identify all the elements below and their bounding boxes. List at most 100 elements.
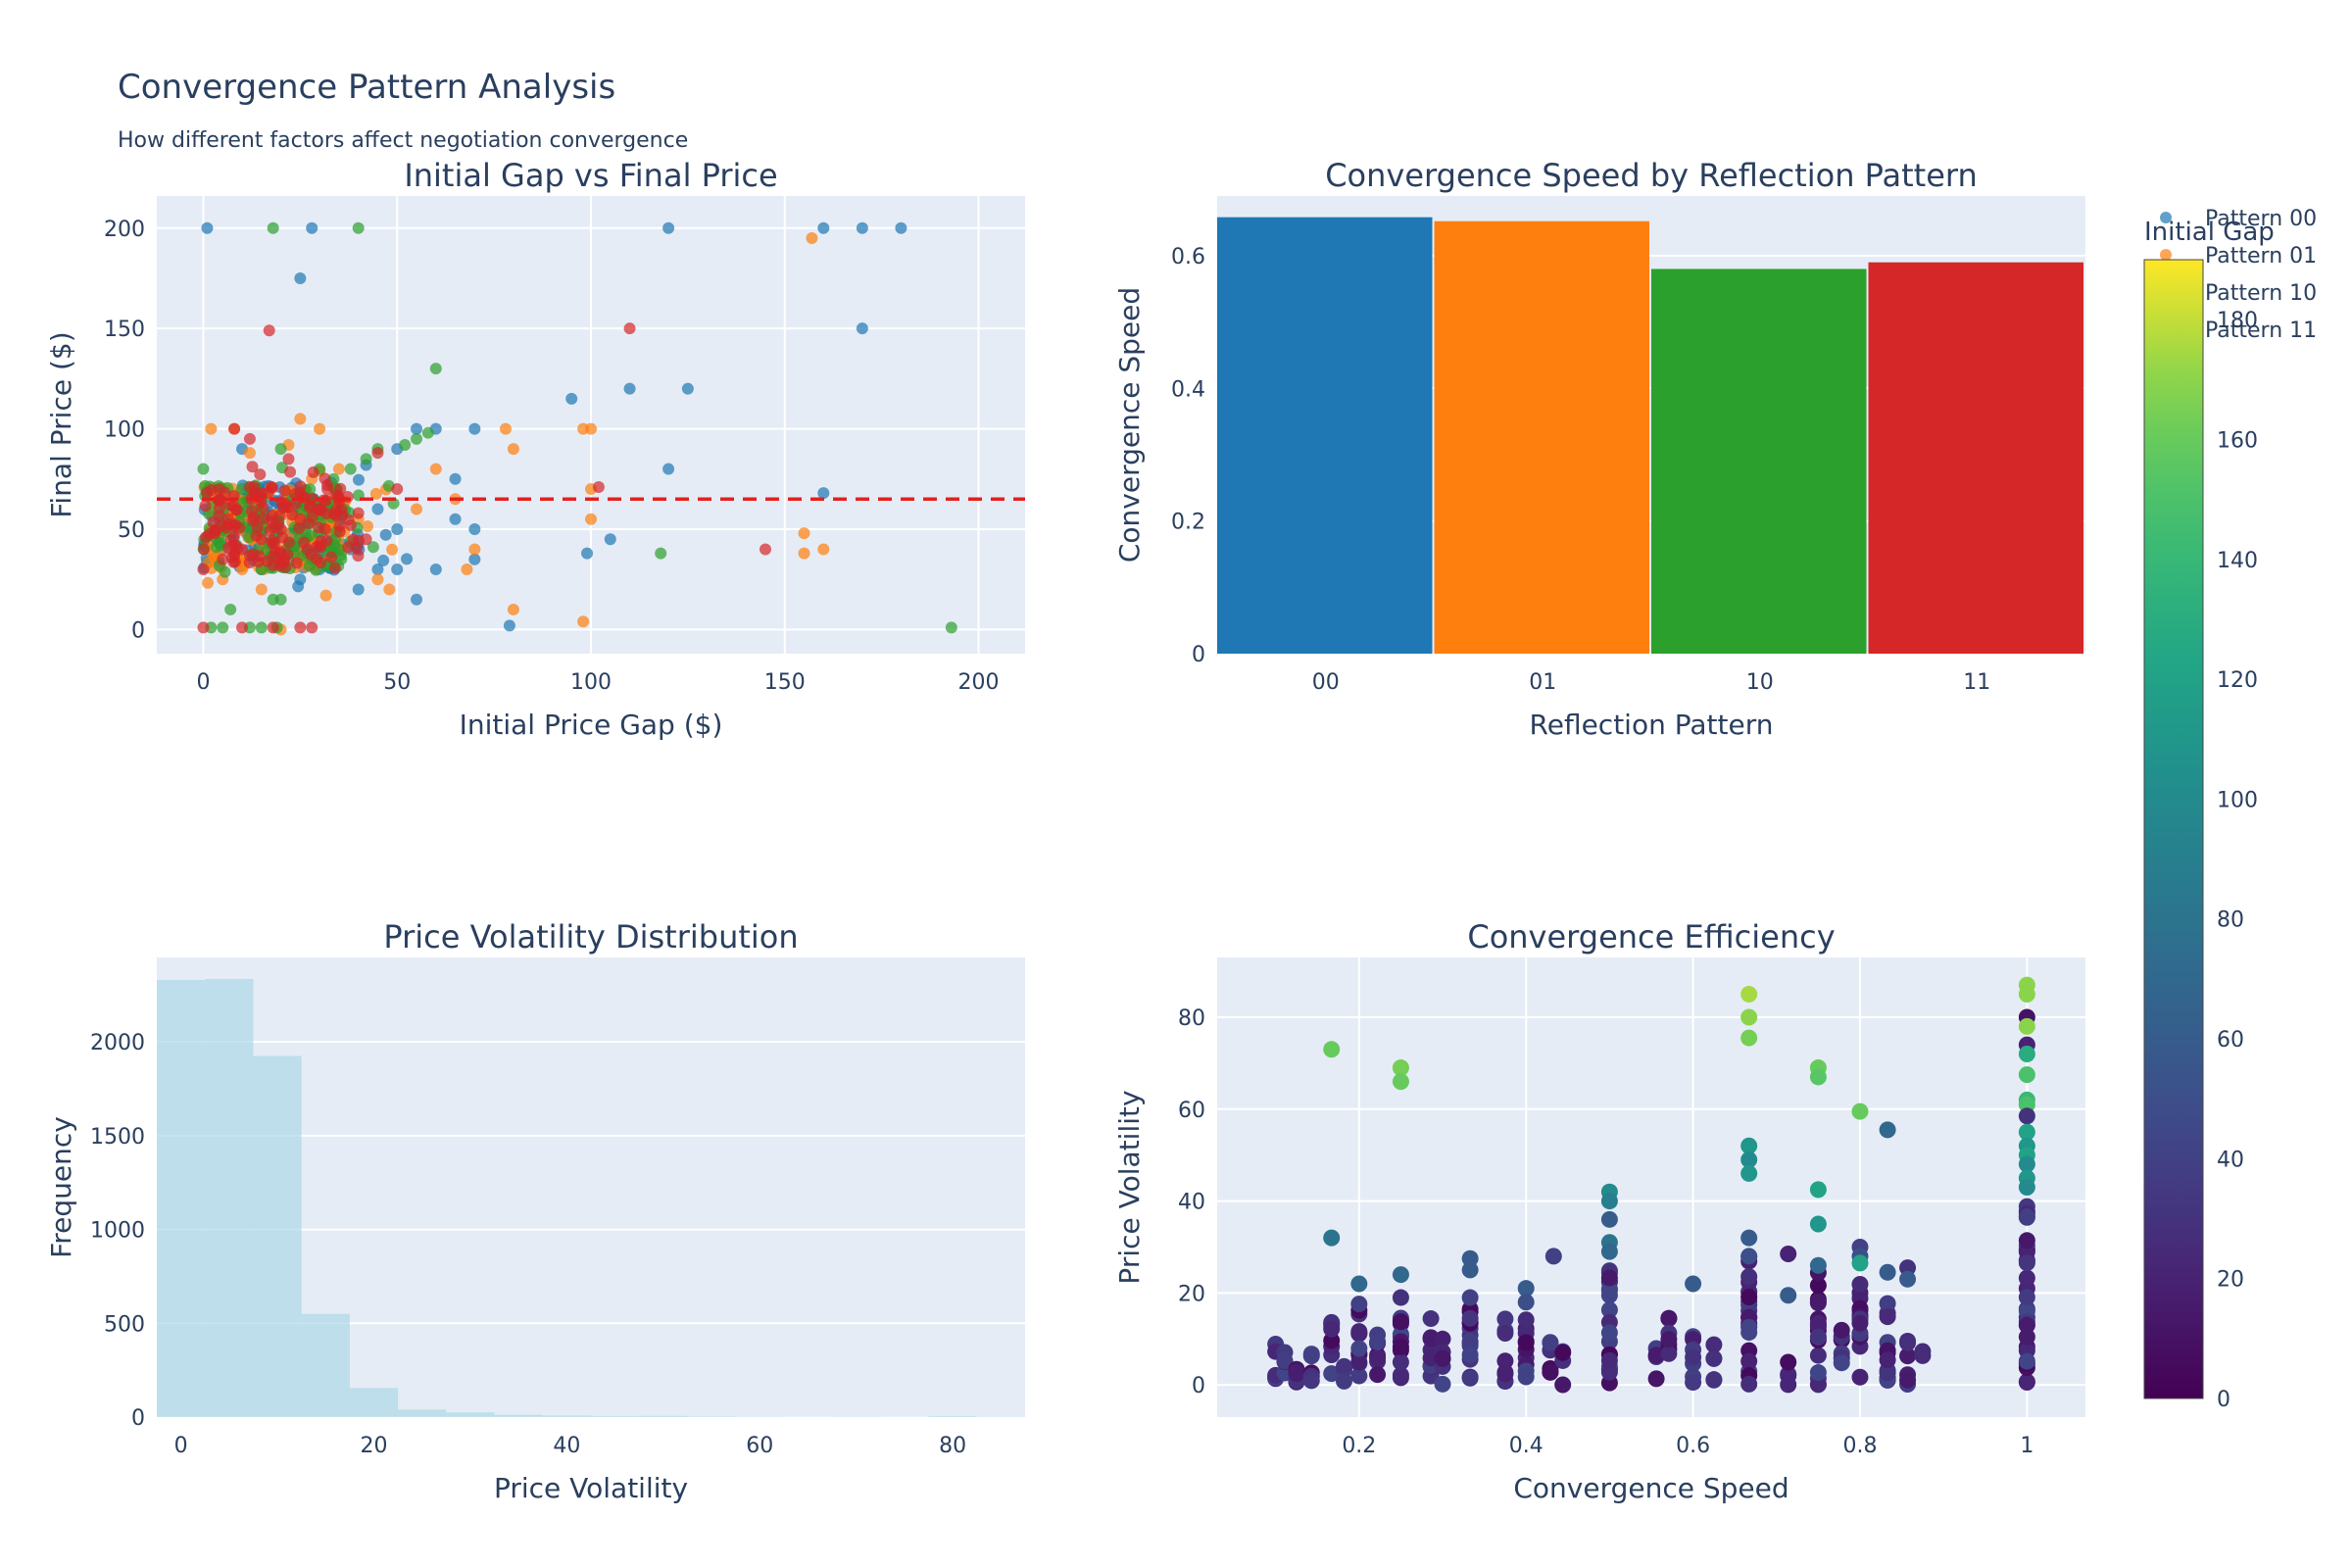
data-point xyxy=(254,468,267,481)
data-point xyxy=(1780,1367,1797,1385)
legend[interactable]: Pattern 00 Pattern 01 Pattern 10 Pattern 11 xyxy=(2160,207,2317,343)
data-point xyxy=(1323,1041,1341,1058)
data-point xyxy=(1392,1266,1409,1284)
data-point xyxy=(945,621,957,634)
data-point xyxy=(243,432,256,445)
x-tick-label: 200 xyxy=(958,670,1000,695)
data-point xyxy=(1899,1371,1917,1389)
data-point xyxy=(386,543,399,556)
data-point xyxy=(371,573,384,586)
data-point xyxy=(1554,1344,1572,1361)
data-point xyxy=(623,382,636,395)
data-point xyxy=(856,221,868,234)
data-point xyxy=(306,621,318,634)
data-point xyxy=(1369,1366,1387,1384)
data-point xyxy=(1705,1349,1723,1367)
data-point xyxy=(1422,1330,1440,1348)
data-point xyxy=(468,523,481,536)
data-point xyxy=(1851,1368,1869,1386)
data-point xyxy=(1809,1181,1827,1199)
data-point xyxy=(1335,1357,1352,1375)
bar-00 xyxy=(1217,217,1433,655)
data-point xyxy=(217,621,229,634)
data-point xyxy=(1833,1321,1850,1339)
y-tick-label: 20 xyxy=(1178,1282,1205,1306)
y-tick-label: 0.4 xyxy=(1171,377,1205,402)
panel-title: Convergence Speed by Reflection Pattern xyxy=(1325,157,1978,194)
data-point xyxy=(307,466,319,478)
data-point xyxy=(468,553,481,565)
data-point xyxy=(371,503,384,515)
x-tick-label: 11 xyxy=(1963,670,1990,695)
data-point xyxy=(1879,1364,1896,1382)
data-point xyxy=(1660,1309,1678,1327)
data-point xyxy=(1434,1375,1451,1393)
x-tick-label: 01 xyxy=(1529,670,1556,695)
y-tick-label: 0 xyxy=(131,618,145,643)
data-point xyxy=(1780,1353,1797,1371)
data-point xyxy=(399,438,412,451)
data-point xyxy=(207,516,220,529)
histogram-bar xyxy=(205,979,254,1417)
data-point xyxy=(2018,986,2035,1004)
data-point xyxy=(1879,1121,1896,1139)
data-point xyxy=(314,503,326,515)
data-point xyxy=(1851,1254,1869,1272)
data-point xyxy=(314,422,326,435)
data-point xyxy=(310,553,322,565)
data-point xyxy=(1600,1363,1618,1381)
y-tick-label: 0 xyxy=(1192,1374,1205,1398)
data-point xyxy=(1809,1277,1827,1295)
data-point xyxy=(236,543,249,556)
legend-marker xyxy=(2160,212,2172,223)
data-point xyxy=(328,562,341,574)
histogram-bar xyxy=(591,1416,640,1417)
data-point xyxy=(421,426,434,439)
data-point xyxy=(314,539,326,552)
data-point xyxy=(2018,1155,2035,1173)
x-tick-label: 0 xyxy=(196,670,210,695)
data-point xyxy=(1705,1336,1723,1353)
data-point xyxy=(449,472,462,485)
legend-item[interactable]: Pattern 10 xyxy=(2160,281,2317,306)
legend-label: Pattern 11 xyxy=(2205,318,2317,343)
data-point xyxy=(2018,1179,2035,1196)
data-point xyxy=(379,528,392,541)
data-point xyxy=(1809,1215,1827,1233)
data-point xyxy=(1434,1330,1451,1348)
data-point xyxy=(255,621,268,634)
data-point xyxy=(274,593,287,606)
data-point xyxy=(1740,1029,1758,1047)
data-point xyxy=(257,502,270,514)
data-point xyxy=(306,221,318,234)
data-point xyxy=(411,432,423,445)
bars xyxy=(1217,217,2083,655)
x-tick-label: 40 xyxy=(553,1434,580,1458)
data-point xyxy=(294,271,307,284)
data-point xyxy=(1461,1250,1479,1267)
data-point xyxy=(1554,1376,1572,1394)
histogram-bar xyxy=(928,1416,977,1417)
y-tick-label: 0 xyxy=(131,1406,145,1431)
data-point xyxy=(1600,1210,1618,1228)
data-point xyxy=(1899,1334,1917,1351)
histogram-bar xyxy=(687,1416,736,1417)
data-point xyxy=(449,513,462,525)
data-point xyxy=(1809,1256,1827,1274)
legend-item[interactable]: Pattern 00 xyxy=(2160,207,2317,231)
data-point xyxy=(1833,1354,1850,1372)
colorbar-tick-label: 40 xyxy=(2217,1148,2244,1172)
data-point xyxy=(213,483,225,496)
data-point xyxy=(1685,1348,1702,1366)
legend-item[interactable]: Pattern 01 xyxy=(2160,244,2317,269)
data-point xyxy=(1392,1369,1409,1387)
data-point xyxy=(282,453,295,466)
data-point xyxy=(507,603,519,615)
colorbar-tick-label: 140 xyxy=(2217,549,2258,573)
scatter-points xyxy=(197,221,957,636)
data-point xyxy=(1350,1353,1368,1371)
data-point xyxy=(344,518,357,531)
data-point xyxy=(1809,1364,1827,1382)
y-tick-label: 0.2 xyxy=(1171,511,1205,535)
data-point xyxy=(1851,1314,1869,1332)
